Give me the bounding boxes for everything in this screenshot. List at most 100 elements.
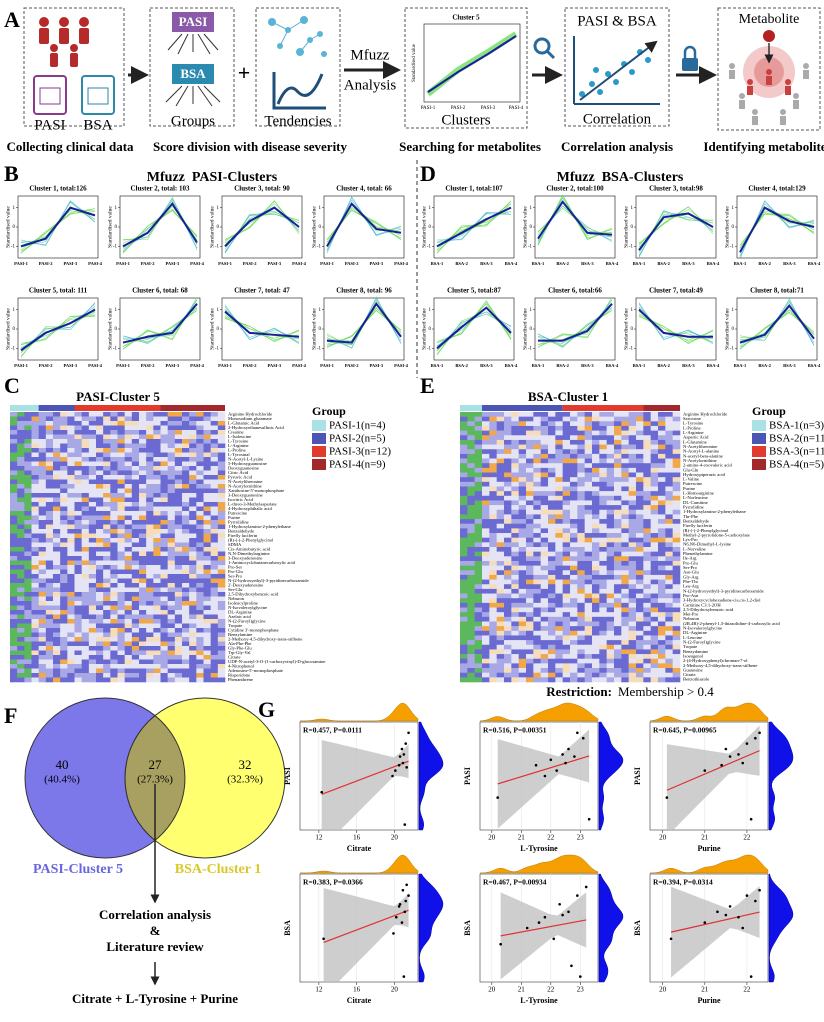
heatmap-cell	[504, 635, 512, 641]
x-tick-label: PASI-4	[88, 261, 102, 266]
heatmap-cell	[81, 610, 90, 615]
heatmap-cell	[153, 430, 161, 435]
heatmap-cell	[174, 637, 183, 642]
row-label: 2-(4-Hydroxyphenyl)chroman-7-ol	[683, 658, 748, 663]
heatmap-cell	[614, 425, 622, 431]
heatmap-cell	[45, 637, 54, 642]
heatmap-cell	[474, 593, 483, 599]
heatmap-cell	[139, 425, 147, 431]
heatmap-cell	[482, 560, 490, 566]
heatmap-cell	[533, 449, 541, 455]
heatmap-cell	[10, 569, 18, 575]
heatmap-cell	[196, 533, 204, 539]
heatmap-cell	[189, 461, 197, 467]
heatmap-cell	[17, 470, 25, 476]
y-tick-label: 0	[732, 225, 735, 230]
row-label: Arginine Hydrochloride	[683, 411, 727, 416]
heatmap-cell	[196, 542, 204, 548]
heatmap-cell	[124, 538, 133, 543]
heatmap-cell	[518, 663, 527, 669]
heatmap-cell	[139, 497, 147, 503]
heatmap-cell	[665, 514, 673, 520]
heatmap-cell	[67, 646, 75, 651]
heatmap-cell	[621, 598, 629, 604]
heatmap-cell	[124, 457, 133, 462]
heatmap-cell	[628, 588, 637, 594]
heatmap-cell	[540, 444, 549, 450]
heatmap-cell	[599, 458, 607, 464]
member-line	[739, 203, 815, 254]
heatmap-cell	[45, 569, 54, 575]
confidence-band	[497, 729, 590, 829]
heatmap-cell	[117, 632, 125, 638]
heatmap-cell	[203, 412, 211, 417]
heatmap-cell	[31, 655, 39, 660]
heatmap-cell	[38, 583, 47, 588]
heatmap-cell	[540, 565, 549, 571]
heatmap-cell	[540, 514, 549, 520]
heatmap-cell	[614, 621, 622, 627]
heatmap-cell	[117, 542, 125, 548]
heatmap-cell	[643, 565, 651, 571]
heatmap-cell	[110, 524, 118, 530]
heatmap-cell	[621, 505, 629, 511]
row-label: Ser-Pro	[228, 573, 243, 578]
heatmap-cell	[53, 560, 61, 566]
heatmap-cell	[131, 605, 140, 611]
heatmap-cell	[167, 515, 176, 521]
row-label: Neburon	[683, 616, 700, 621]
heatmap-cell	[153, 610, 161, 615]
heatmap-cell	[526, 574, 534, 580]
heatmap-cell	[562, 449, 571, 455]
heatmap-cell	[474, 677, 483, 683]
heatmap-cell	[614, 505, 622, 511]
heatmap-cell	[17, 484, 25, 489]
heatmap-cell	[17, 659, 25, 665]
heatmap-cell	[203, 533, 211, 539]
step-box	[255, 7, 341, 127]
heatmap-cell	[533, 668, 541, 673]
heatmap-cell	[96, 421, 104, 426]
heatmap-cell	[518, 486, 527, 492]
heatmap-cell	[672, 588, 681, 594]
heatmap-cell	[548, 523, 556, 529]
panel-title: BSA-Cluster 1	[528, 389, 608, 404]
heatmap-cell	[124, 605, 133, 611]
y-tick-label: -1	[528, 347, 533, 352]
cluster-center-line	[326, 302, 402, 344]
heatmap-cell	[24, 628, 32, 633]
heatmap-cell	[45, 488, 54, 494]
heatmap-cell	[540, 519, 549, 525]
heatmap-cell	[146, 425, 154, 431]
heatmap-cell	[96, 524, 104, 530]
heatmap-cell	[467, 593, 475, 599]
heatmap-cell	[203, 475, 211, 480]
point	[754, 736, 757, 740]
heatmap-cell	[643, 668, 651, 673]
heatmap-cell	[131, 583, 140, 588]
heatmap-cell	[628, 570, 637, 576]
heatmap-cell	[562, 505, 571, 511]
heatmap-cell	[196, 646, 204, 651]
heatmap-cell	[117, 484, 125, 489]
y-tick-label: -1	[113, 347, 118, 352]
heatmap-cell	[203, 605, 211, 611]
heatmap-cell	[460, 677, 468, 683]
heatmap-cell	[67, 452, 75, 458]
heatmap-cell	[592, 612, 600, 618]
heatmap-cell	[60, 529, 68, 534]
heatmap-cell	[504, 481, 512, 487]
heatmap-cell	[174, 614, 183, 620]
heatmap-cell	[88, 623, 97, 629]
heatmap-cell	[217, 542, 226, 548]
heatmap-cell	[45, 677, 54, 683]
heatmap-cell	[555, 570, 563, 576]
heatmap-cell	[67, 515, 75, 521]
heatmap-cell	[570, 570, 578, 576]
heatmap-cell	[103, 484, 111, 489]
heatmap-cell	[614, 472, 622, 478]
heatmap-cell	[650, 519, 659, 525]
point	[537, 921, 541, 924]
heatmap-cell	[131, 434, 140, 440]
heatmap-cell	[60, 655, 68, 660]
